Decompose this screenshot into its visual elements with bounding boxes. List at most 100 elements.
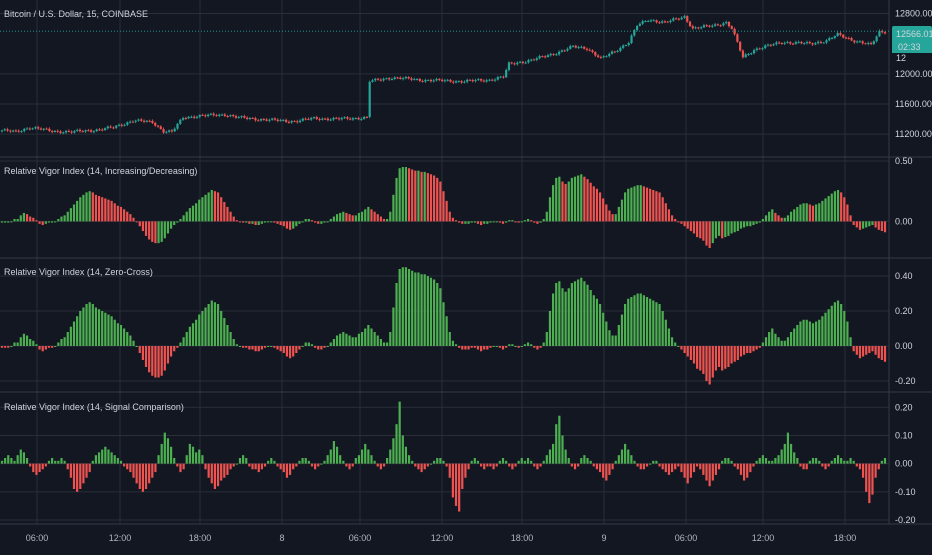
histogram-bar [44,221,47,224]
candle-body [791,43,795,45]
histogram-bar [41,463,44,470]
symbol-title[interactable]: Bitcoin / U.S. Dollar, 15, COINBASE [4,9,148,19]
histogram-bar [661,463,664,470]
histogram-bar [602,312,605,346]
histogram-bar [771,209,774,222]
candle-body [393,77,396,79]
histogram-bar [357,212,361,222]
histogram-bar [793,209,796,222]
histogram-bar [101,197,104,222]
histogram-bar [382,342,386,346]
candle-body [307,118,310,120]
histogram-bar [116,205,119,222]
time-axis[interactable]: 06:00 12:00 18:00 8 06:00 12:00 18:00 9 06:00 12:… [26,533,857,543]
histogram-bar [72,321,76,346]
histogram-bar [523,344,527,346]
candle-body [688,21,692,27]
candle-body [605,56,608,58]
histogram-bar [511,220,514,222]
price-axis[interactable]: 12800.00 12000.00 11600.00 11200.00 0.50 0.00… [895,9,932,525]
histogram-bar [41,221,44,226]
histogram-bar [132,217,135,222]
histogram-bar [35,344,38,346]
histogram-bar [501,221,505,224]
histogram-bar [799,321,802,346]
histogram-bar [811,458,815,464]
histogram-bar [126,211,129,222]
histogram-bar [495,463,498,467]
histogram-bar [245,346,248,348]
indicator-title-increasing-decreasing[interactable]: Relative Vigor Index (14, Increasing/Dec… [4,166,197,176]
price-axis-tick: 12800.00 [895,9,932,19]
histogram-bar [761,342,764,346]
histogram-bar [238,458,242,464]
histogram-bar [392,307,395,346]
histogram-bar [742,221,746,228]
candle-body [485,80,488,82]
candle-body [176,123,179,129]
price-axis-tick: 11600.00 [895,99,932,109]
pane-separators[interactable] [0,0,932,525]
candle-body [825,40,828,43]
histogram-bar [163,221,166,239]
candle-body [123,124,126,126]
histogram-bar [642,186,645,222]
candle-body [329,119,332,121]
candle-body [644,21,647,23]
histogram-bar [577,279,580,346]
histogram-bar [627,298,630,346]
histogram-bar [154,463,157,473]
histogram-bar [746,346,749,353]
histogram-bar [627,449,630,464]
histogram-bar [19,449,22,464]
indicator-title-zero-cross[interactable]: Relative Vigor Index (14, Zero-Cross) [4,267,153,277]
histogram-bar [883,346,887,362]
candle-body [591,50,594,53]
histogram-bar [677,346,680,347]
histogram-bar [705,463,708,481]
last-price-badge [892,26,932,41]
candle-body [552,53,555,55]
candle-body [337,118,341,120]
histogram-bar [132,463,135,478]
histogram-bar [407,455,411,464]
histogram-bar [376,335,379,346]
histogram-bar [746,221,749,227]
candle-body [78,129,82,132]
histogram-bar [66,211,69,222]
candle-body [335,117,338,119]
histogram-bar [329,342,332,346]
histogram-bar [871,463,874,495]
histogram-bar [514,221,517,223]
indicator-title-signal-comparison[interactable]: Relative Vigor Index (14, Signal Compari… [4,402,184,412]
histogram-bar [367,206,370,222]
histogram-bar [608,463,611,475]
histogram-bar [25,458,29,464]
histogram-bar [166,221,170,234]
histogram-bar [840,304,843,346]
histogram-bar [526,458,530,464]
histogram-bar [555,177,558,222]
histogram-bar [598,463,602,473]
candle-body [12,130,15,132]
histogram-bar [398,168,401,222]
candle-body [700,27,703,29]
candle-body [454,81,458,83]
histogram-bar [589,460,592,464]
histogram-bar [617,455,620,464]
candle-body [750,53,753,55]
candle-body [179,119,182,124]
histogram-bar [567,181,570,222]
candle-body [739,41,742,51]
histogram-bar [220,197,223,222]
candle-body [187,116,190,119]
candle-body [449,79,452,82]
histogram-bar [505,221,508,223]
candle-body [672,18,675,21]
histogram-bar [454,344,458,346]
candle-body [427,79,430,81]
histogram-bar [188,443,191,464]
histogram-bar [88,191,91,222]
